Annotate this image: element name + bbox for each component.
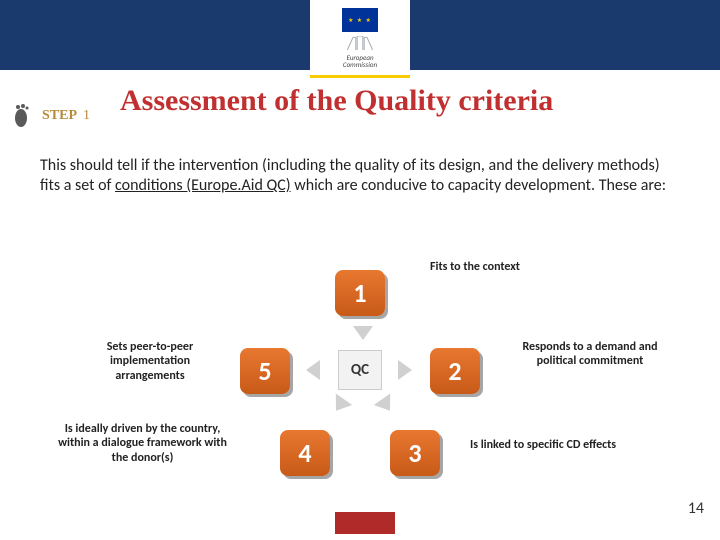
step-label: STEP	[42, 108, 77, 124]
qc-arrow-4	[328, 394, 352, 417]
building-icon	[340, 34, 380, 54]
qc-center-box: QC	[338, 350, 382, 390]
qc-label-4: Is ideally driven by the country, within…	[50, 422, 235, 465]
footer-badge	[335, 512, 395, 534]
qc-node-3: 3	[390, 430, 440, 476]
step-badge: STEP 1	[12, 104, 90, 128]
qc-arrow-2	[398, 360, 412, 380]
qc-arrow-3	[374, 394, 398, 417]
ec-logo: ★ ★ ★ European Commission	[310, 0, 410, 78]
qc-label-3: Is linked to specific CD effects	[470, 438, 680, 452]
footprint-icon	[12, 104, 36, 128]
page-title: Assessment of the Quality criteria	[120, 84, 553, 118]
intro-text: This should tell if the intervention (in…	[40, 156, 680, 196]
qc-node-4: 4	[280, 430, 330, 476]
qc-label-5: Sets peer-to-peer implementation arrange…	[80, 340, 220, 383]
logo-text-2: Commission	[343, 61, 377, 68]
eu-flag-icon: ★ ★ ★	[342, 8, 378, 32]
header-bar: ★ ★ ★ European Commission	[0, 0, 720, 70]
intro-underlined: conditions (Europe.Aid QC)	[115, 176, 291, 195]
qc-label-2: Responds to a demand and political commi…	[510, 340, 670, 369]
step-number: 1	[83, 108, 90, 124]
qc-node-5: 5	[240, 348, 290, 394]
qc-node-1: 1	[335, 270, 385, 316]
intro-part2: which are conducive to capacity developm…	[291, 176, 666, 195]
qc-label-1: Fits to the context	[430, 260, 590, 274]
qc-diagram: QC 1 Fits to the context 2 Responds to a de…	[0, 240, 720, 520]
qc-arrow-5	[306, 360, 320, 380]
qc-arrow-1	[353, 326, 373, 340]
page-number: 14	[688, 499, 704, 518]
qc-node-2: 2	[430, 348, 480, 394]
